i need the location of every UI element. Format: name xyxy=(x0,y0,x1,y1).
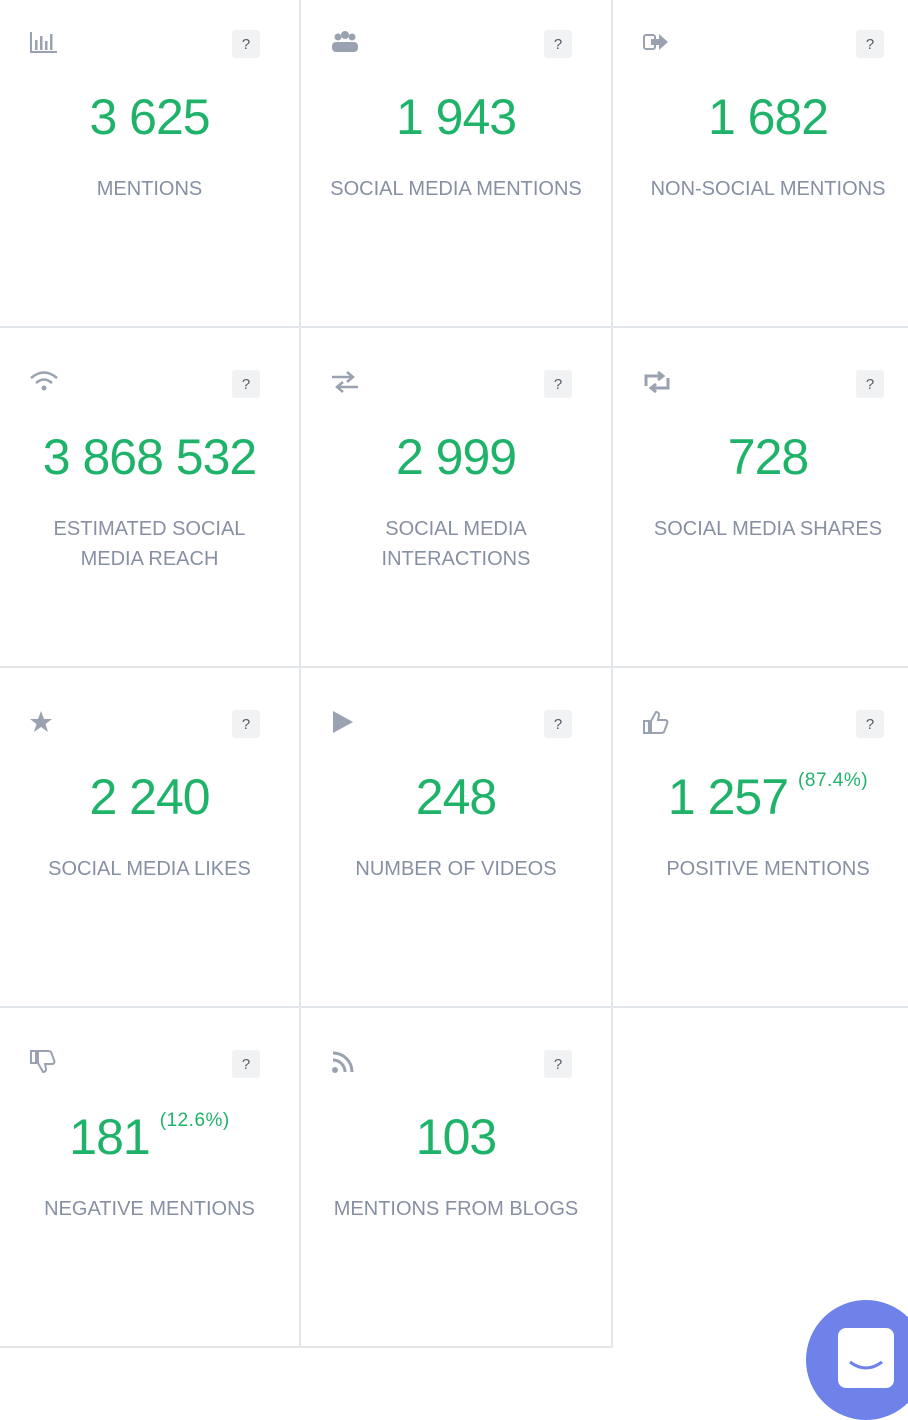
stat-card: ? 2 240 SOCIAL MEDIA LIKES xyxy=(0,668,301,1008)
stat-card: ? 1 257 (87.4%) POSITIVE MENTIONS xyxy=(613,668,908,1008)
value-row: 3 625 xyxy=(0,88,299,146)
card-icon xyxy=(641,28,673,56)
help-button[interactable]: ? xyxy=(232,370,260,398)
stat-card: ? 181 (12.6%) NEGATIVE MENTIONS xyxy=(0,1008,301,1348)
stat-value: 181 xyxy=(69,1109,150,1165)
stat-card: ? 3 625 MENTIONS xyxy=(0,0,301,328)
stat-card: ? 728 SOCIAL MEDIA SHARES xyxy=(613,328,908,668)
icon-glyph xyxy=(644,370,670,394)
stat-label: SOCIAL MEDIA LIKES xyxy=(48,858,251,880)
card-icon xyxy=(28,708,60,736)
icon-glyph xyxy=(30,32,57,53)
value-row: 3 868 532 xyxy=(0,428,299,486)
help-button[interactable]: ? xyxy=(856,710,884,738)
card-icon xyxy=(641,708,673,736)
value-row: 181 (12.6%) xyxy=(0,1108,299,1166)
stat-value: 3 625 xyxy=(89,89,210,145)
stat-card: ? 2 999 SOCIAL MEDIA INTERACTIONS xyxy=(301,328,613,668)
card-icon xyxy=(28,368,60,396)
stat-label: NON-SOCIAL MENTIONS xyxy=(650,178,886,200)
help-button[interactable]: ? xyxy=(544,1050,572,1078)
stat-value: 1 943 xyxy=(395,89,517,145)
stat-label: ESTIMATED SOCIAL MEDIA REACH xyxy=(53,518,246,570)
chat-smile xyxy=(849,1360,883,1370)
stat-label: MENTIONS xyxy=(96,178,203,200)
stat-value: 103 xyxy=(415,1109,497,1165)
card-icon xyxy=(28,1048,60,1076)
stat-value: 728 xyxy=(727,429,809,485)
stat-label: SOCIAL MEDIA INTERACTIONS xyxy=(381,518,531,570)
icon-glyph xyxy=(332,371,358,393)
help-button[interactable]: ? xyxy=(544,710,572,738)
value-row: 2 999 xyxy=(301,428,611,486)
card-icon xyxy=(641,368,673,396)
value-row: 248 xyxy=(301,768,611,826)
help-button[interactable]: ? xyxy=(544,30,572,58)
stat-card: ? 248 NUMBER OF VIDEOS xyxy=(301,668,613,1008)
stat-card: ? 3 868 532 ESTIMATED SOCIAL MEDIA REACH xyxy=(0,328,301,668)
help-button[interactable]: ? xyxy=(544,370,572,398)
stat-card: ? 103 MENTIONS FROM BLOGS xyxy=(301,1008,613,1348)
value-row: 1 682 xyxy=(613,88,908,146)
icon-glyph xyxy=(643,34,668,50)
stat-label: NUMBER OF VIDEOS xyxy=(355,858,557,880)
help-button[interactable]: ? xyxy=(232,710,260,738)
stat-value: 2 240 xyxy=(89,769,210,825)
value-row: 728 xyxy=(613,428,908,486)
card-icon xyxy=(28,28,60,56)
value-row: 1 257 (87.4%) xyxy=(613,768,908,826)
stat-value: 248 xyxy=(415,769,497,825)
value-row: 103 xyxy=(301,1108,611,1166)
icon-glyph xyxy=(333,711,353,733)
value-row: 1 943 xyxy=(301,88,611,146)
help-button[interactable]: ? xyxy=(232,30,260,58)
chat-button[interactable] xyxy=(806,1300,908,1420)
help-button[interactable]: ? xyxy=(232,1050,260,1078)
value-row: 2 240 xyxy=(0,768,299,826)
stat-label: POSITIVE MENTIONS xyxy=(666,858,870,880)
stat-value: 3 868 532 xyxy=(42,429,257,485)
icon-glyph xyxy=(332,31,358,52)
stat-label: NEGATIVE MENTIONS xyxy=(44,1198,255,1220)
help-button[interactable]: ? xyxy=(856,370,884,398)
stat-label: MENTIONS FROM BLOGS xyxy=(333,1198,579,1220)
stats-grid: ? 3 625 MENTIONS? 1 943 SOCIAL MEDIA MENTION… xyxy=(0,0,908,1348)
icon-glyph xyxy=(643,710,669,734)
stat-percent: (12.6%) xyxy=(159,1110,230,1131)
stat-value: 2 999 xyxy=(395,429,517,485)
stat-label: SOCIAL MEDIA SHARES xyxy=(653,518,883,540)
icon-glyph xyxy=(30,371,58,391)
stat-label: SOCIAL MEDIA MENTIONS xyxy=(330,178,582,200)
card-icon xyxy=(329,28,361,56)
stat-percent: (87.4%) xyxy=(798,770,869,791)
help-button[interactable]: ? xyxy=(856,30,884,58)
stat-value: 1 257 xyxy=(667,769,789,825)
card-icon xyxy=(329,1048,361,1076)
stat-card: ? 1 943 SOCIAL MEDIA MENTIONS xyxy=(301,0,613,328)
card-icon xyxy=(329,368,361,396)
icon-glyph xyxy=(30,1050,56,1074)
icon-glyph xyxy=(30,711,52,732)
chat-icon xyxy=(838,1328,894,1388)
card-icon xyxy=(329,708,361,736)
stat-card: ? 1 682 NON-SOCIAL MENTIONS xyxy=(613,0,908,328)
icon-glyph xyxy=(332,1051,354,1073)
stat-value: 1 682 xyxy=(707,89,829,145)
